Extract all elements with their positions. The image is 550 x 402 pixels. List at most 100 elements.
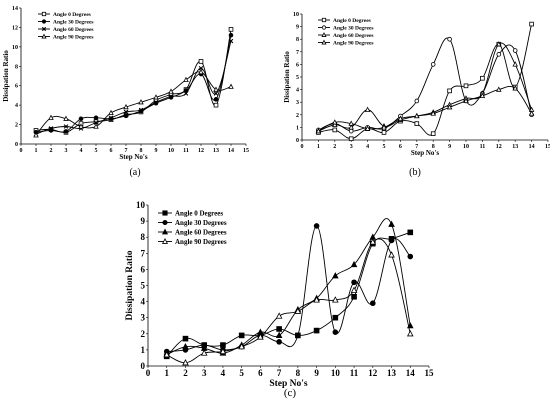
data-point xyxy=(496,41,502,47)
legend-marker xyxy=(162,219,168,226)
y-tick-label: 3 xyxy=(141,313,146,323)
y-tick-label: 8 xyxy=(15,64,18,70)
y-tick-label: 12 xyxy=(12,25,18,31)
data-point xyxy=(48,114,54,120)
series-2 xyxy=(316,36,534,134)
x-tick-label: 14 xyxy=(228,148,234,154)
x-tick-label: 8 xyxy=(296,368,301,378)
data-point xyxy=(78,116,84,122)
y-axis-label: Dissipation Ratio xyxy=(2,50,10,102)
y-tick-label: 5 xyxy=(141,281,146,291)
x-tick-label: 12 xyxy=(198,148,204,154)
data-point xyxy=(332,329,339,335)
data-point xyxy=(276,339,282,345)
data-point xyxy=(238,332,245,339)
x-tick-label: 10 xyxy=(331,368,341,378)
y-tick-label: 7 xyxy=(296,50,299,56)
y-axis-label: Dissipation Ratio xyxy=(283,51,291,103)
data-point xyxy=(182,359,189,366)
data-point xyxy=(213,97,219,102)
data-point xyxy=(220,342,226,348)
x-tick-label: 6 xyxy=(258,368,263,378)
x-tick-label: 7 xyxy=(125,148,128,154)
x-tick-label: 14 xyxy=(406,368,416,378)
x-tick-label: 5 xyxy=(383,144,386,150)
x-tick-label: 5 xyxy=(239,368,244,378)
data-point xyxy=(414,98,420,104)
legend-label: Angle 90 Degrees xyxy=(175,238,227,246)
data-point xyxy=(332,314,339,321)
data-point xyxy=(213,102,219,108)
x-tick-label: 13 xyxy=(512,144,518,150)
data-point xyxy=(381,124,387,130)
data-point xyxy=(480,75,485,81)
y-tick-label: 14 xyxy=(12,6,18,12)
legend-label: Angle 0 Degrees xyxy=(175,209,223,217)
series-2 xyxy=(33,32,234,135)
legend-marker xyxy=(41,11,47,17)
x-tick-label: 8 xyxy=(432,144,435,150)
data-point xyxy=(351,279,357,286)
y-tick-label: 10 xyxy=(12,45,18,51)
y-tick-label: 4 xyxy=(296,88,299,94)
data-point xyxy=(430,131,436,137)
data-point xyxy=(414,121,420,126)
series-3 xyxy=(33,38,234,137)
y-tick-label: 6 xyxy=(15,84,18,90)
data-point xyxy=(463,97,469,104)
data-point xyxy=(123,113,129,119)
y-tick-label: 1 xyxy=(296,125,299,131)
legend-marker xyxy=(41,26,47,32)
legend-marker xyxy=(321,39,327,45)
data-point xyxy=(348,136,354,142)
data-point xyxy=(397,115,404,121)
legend-label: Angle 30 Degrees xyxy=(175,219,227,227)
y-tick-label: 2 xyxy=(141,329,146,339)
data-point xyxy=(275,312,283,319)
x-tick-label: 11 xyxy=(183,148,189,154)
data-point xyxy=(123,109,129,115)
x-tick-label: 2 xyxy=(50,148,53,154)
data-point xyxy=(407,253,414,260)
data-point xyxy=(138,107,144,113)
data-point xyxy=(479,92,486,99)
x-tick-label: 9 xyxy=(314,368,319,378)
data-point xyxy=(332,119,338,125)
legend-marker xyxy=(161,228,169,235)
y-tick-label: 8 xyxy=(296,37,299,43)
data-point xyxy=(238,342,245,350)
x-tick-label: 4 xyxy=(221,368,226,378)
data-point xyxy=(512,85,518,91)
x-tick-label: 15 xyxy=(545,144,550,150)
data-point xyxy=(123,103,129,110)
x-tick-label: 6 xyxy=(110,148,113,154)
y-tick-label: 4 xyxy=(15,103,18,109)
data-point xyxy=(350,286,358,293)
y-axis-label: Dissipation Ratio xyxy=(125,250,135,320)
series-4 xyxy=(33,68,234,138)
x-tick-label: 2 xyxy=(183,368,188,378)
legend-label: Angle 90 Degrees xyxy=(333,41,374,47)
data-point xyxy=(168,88,174,94)
x-tick-label: 3 xyxy=(65,148,68,154)
x-tick-label: 5 xyxy=(95,148,98,154)
x-tick-label: 12 xyxy=(368,368,378,378)
x-tick-label: 7 xyxy=(277,368,282,378)
data-point xyxy=(388,237,395,244)
y-tick-label: 1 xyxy=(141,345,146,355)
data-point xyxy=(63,124,69,129)
legend-marker xyxy=(41,33,47,39)
y-tick-label: 9 xyxy=(296,25,299,31)
x-tick-label: 11 xyxy=(480,144,486,150)
data-point xyxy=(313,296,320,303)
legend-label: Angle 90 Degrees xyxy=(53,35,94,41)
x-tick-label: 4 xyxy=(80,148,83,154)
data-point xyxy=(463,83,469,89)
data-point xyxy=(48,126,54,131)
data-point xyxy=(430,62,436,67)
data-point xyxy=(228,32,234,38)
data-point xyxy=(496,86,502,92)
y-tick-label: 5 xyxy=(296,75,299,81)
